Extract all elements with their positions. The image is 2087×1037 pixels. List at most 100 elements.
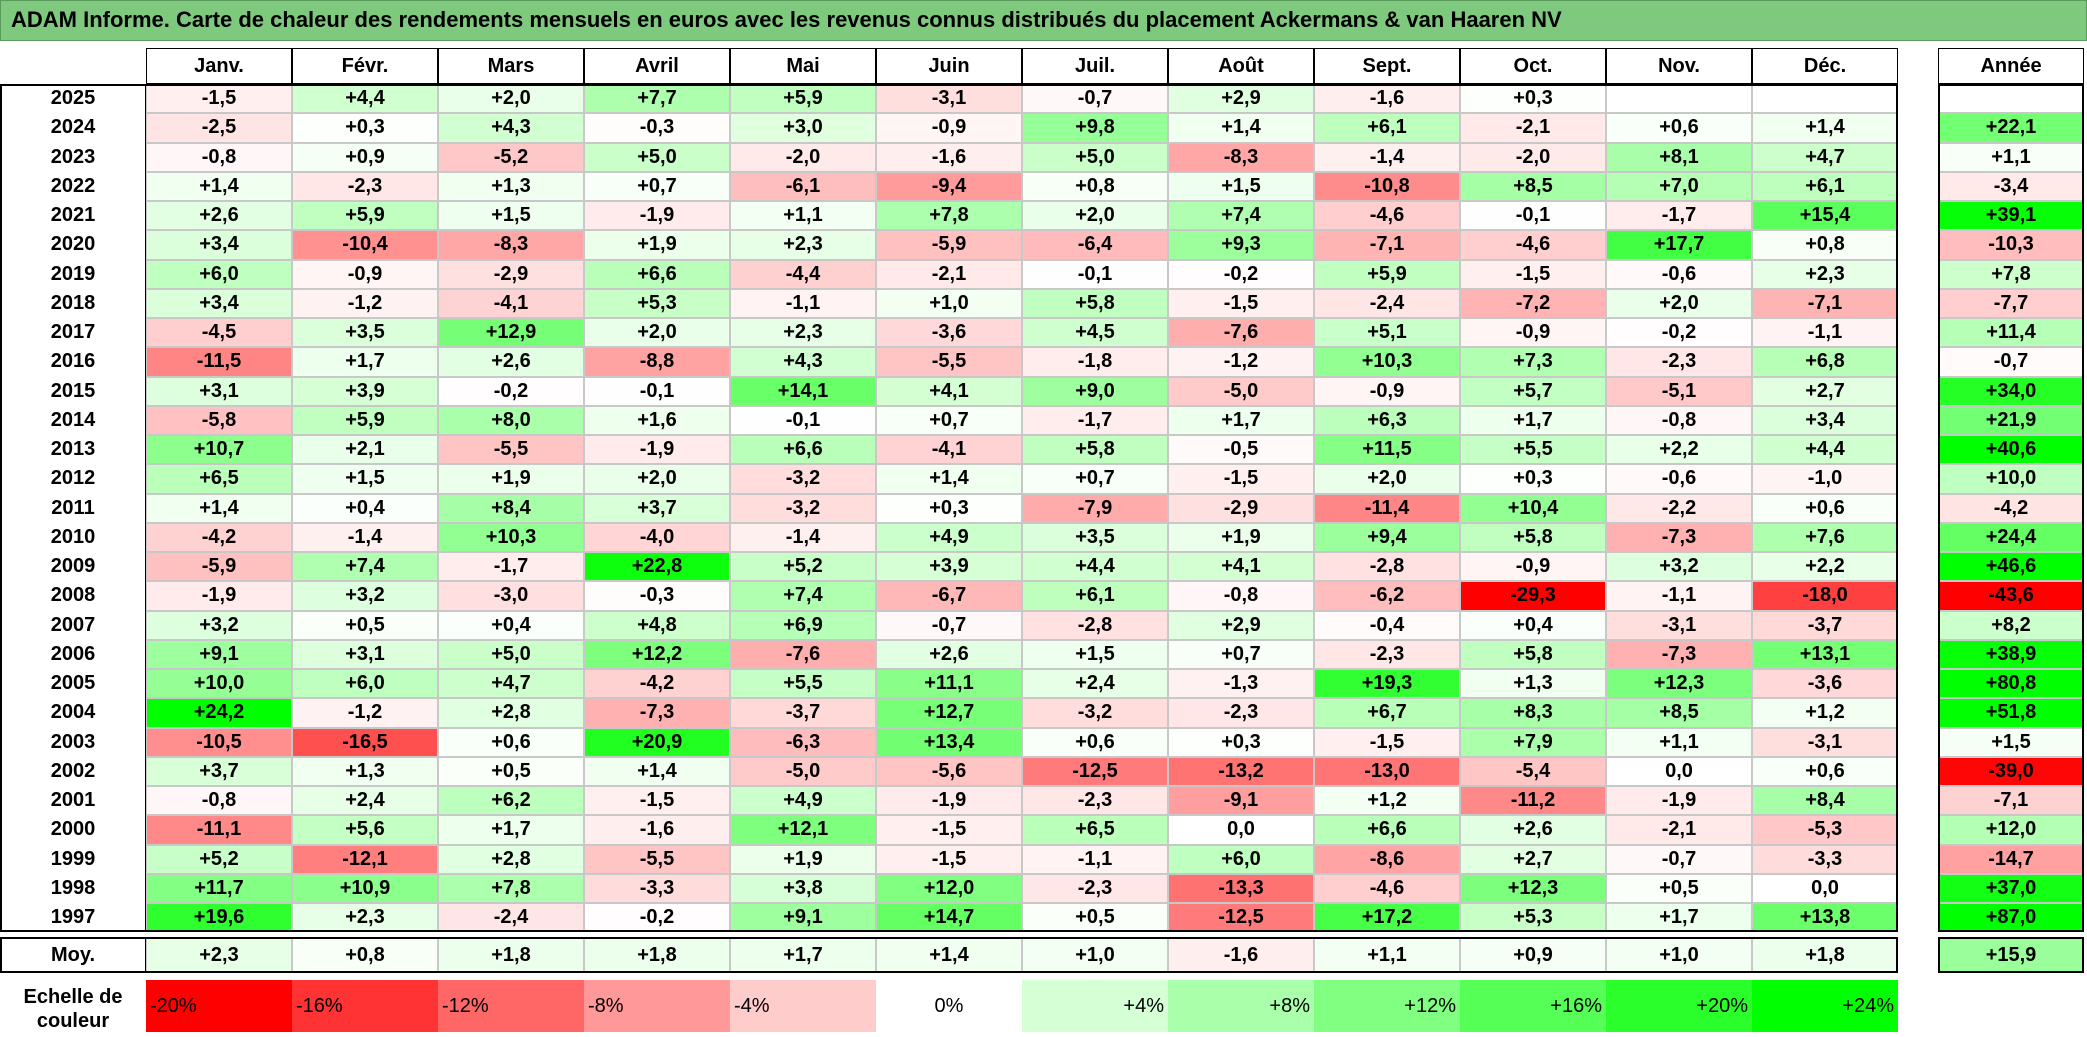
- heatmap-cell: +24,2: [146, 698, 292, 728]
- heatmap-cell: +5,8: [1022, 288, 1168, 318]
- heatmap-cell: +1,5: [292, 464, 438, 494]
- heatmap-cell: -5,1: [1606, 376, 1752, 406]
- heatmap-cell: +7,8: [876, 201, 1022, 231]
- heatmap-cell: -2,4: [438, 903, 584, 933]
- heatmap-cell: +6,3: [1314, 405, 1460, 435]
- heatmap-cell: +7,4: [292, 552, 438, 582]
- heatmap-cell: -2,9: [1168, 493, 1314, 523]
- color-scale-swatch: -12%: [438, 980, 584, 1032]
- month-header: Avril: [584, 48, 730, 84]
- heatmap-cell: +3,2: [292, 581, 438, 611]
- heatmap-cell: +5,0: [438, 639, 584, 669]
- heatmap-cell: +1,7: [292, 347, 438, 377]
- year-label: 2016: [0, 347, 146, 377]
- heatmap-cell: -1,0: [1752, 464, 1898, 494]
- heatmap-cell: +7,0: [1606, 171, 1752, 201]
- annual-cell: +22,1: [1938, 113, 2084, 143]
- heatmap-cell: -1,1: [1022, 844, 1168, 874]
- heatmap-cell: -12,1: [292, 844, 438, 874]
- annual-cell: +10,0: [1938, 464, 2084, 494]
- annual-cell: +80,8: [1938, 669, 2084, 699]
- heatmap-cell: -4,6: [1314, 201, 1460, 231]
- heatmap-cell: -2,3: [292, 171, 438, 201]
- heatmap-cell: +8,1: [1606, 142, 1752, 172]
- heatmap-cell: +4,9: [730, 786, 876, 816]
- heatmap-cell: -1,7: [1606, 201, 1752, 231]
- heatmap-cell: -1,4: [1314, 142, 1460, 172]
- annual-cell: +24,4: [1938, 522, 2084, 552]
- heatmap-cell: -0,9: [292, 259, 438, 289]
- heatmap-cell: +7,8: [438, 873, 584, 903]
- heatmap-cell: +1,9: [438, 464, 584, 494]
- heatmap-cell: +15,4: [1752, 201, 1898, 231]
- color-scale-label-text: Echelle de couleur: [23, 985, 123, 1032]
- annual-cell: +39,1: [1938, 201, 2084, 231]
- heatmap-cell: -3,7: [1752, 610, 1898, 640]
- annual-cell: +7,8: [1938, 259, 2084, 289]
- heatmap-cell: +1,0: [876, 288, 1022, 318]
- heatmap-cell: +10,3: [1314, 347, 1460, 377]
- heatmap-cell: +14,7: [876, 903, 1022, 933]
- heatmap-cell: -12,5: [1022, 756, 1168, 786]
- heatmap-cell: +9,1: [146, 639, 292, 669]
- heatmap-cell: -1,1: [1752, 318, 1898, 348]
- color-scale-label: Echelle de couleur: [0, 980, 146, 1037]
- heatmap-cell: -29,3: [1460, 581, 1606, 611]
- year-label: 2009: [0, 552, 146, 582]
- heatmap-cell: +5,3: [1460, 903, 1606, 933]
- heatmap-cell: +10,0: [146, 669, 292, 699]
- heatmap-cell: +2,6: [876, 639, 1022, 669]
- heatmap-cell: -1,5: [1460, 259, 1606, 289]
- heatmap-cell: -18,0: [1752, 581, 1898, 611]
- average-cell: +1,8: [438, 937, 584, 974]
- color-scale-swatch: +16%: [1460, 980, 1606, 1032]
- heatmap-cell: +2,9: [1168, 84, 1314, 114]
- heatmap-cell: +2,6: [1460, 815, 1606, 845]
- heatmap-cell: +7,6: [1752, 522, 1898, 552]
- heatmap-cell: -8,8: [584, 347, 730, 377]
- heatmap-cell: -9,4: [876, 171, 1022, 201]
- month-header: Juin: [876, 48, 1022, 84]
- heatmap-cell: +6,2: [438, 786, 584, 816]
- heatmap-cell: +4,4: [1022, 552, 1168, 582]
- heatmap-cell: -0,2: [1606, 318, 1752, 348]
- heatmap-cell: -9,1: [1168, 786, 1314, 816]
- heatmap-cell: +8,4: [1752, 786, 1898, 816]
- heatmap-cell: +2,9: [1168, 610, 1314, 640]
- heatmap-cell: -6,2: [1314, 581, 1460, 611]
- annual-cell: +40,6: [1938, 435, 2084, 465]
- year-label: 2000: [0, 815, 146, 845]
- heatmap-cell: +1,5: [1168, 171, 1314, 201]
- heatmap-cell: +12,9: [438, 318, 584, 348]
- heatmap-cell: +0,7: [876, 405, 1022, 435]
- heatmap-cell: -3,2: [730, 464, 876, 494]
- heatmap-cell: +4,7: [1752, 142, 1898, 172]
- heatmap-cell: -5,2: [438, 142, 584, 172]
- heatmap-cell: +1,3: [292, 756, 438, 786]
- heatmap-cell: +5,7: [1460, 376, 1606, 406]
- heatmap-cell: +12,2: [584, 639, 730, 669]
- heatmap-cell: +0,5: [1022, 903, 1168, 933]
- annual-cell: -7,1: [1938, 786, 2084, 816]
- heatmap-cell: -7,6: [730, 639, 876, 669]
- heatmap-cell: +3,1: [292, 639, 438, 669]
- heatmap-cell: -3,1: [1606, 610, 1752, 640]
- color-scale-swatch: +20%: [1606, 980, 1752, 1032]
- heatmap-cell: -0,2: [1168, 259, 1314, 289]
- year-label: 2007: [0, 610, 146, 640]
- heatmap-cell: +9,1: [730, 903, 876, 933]
- title-bar: ADAM Informe. Carte de chaleur des rende…: [0, 0, 2087, 41]
- heatmap-cell: +1,7: [1168, 405, 1314, 435]
- heatmap-cell: +4,1: [876, 376, 1022, 406]
- heatmap-cell: -4,4: [730, 259, 876, 289]
- heatmap-cell: -3,1: [876, 84, 1022, 114]
- heatmap-cell: +1,2: [1314, 786, 1460, 816]
- heatmap-cell: +7,9: [1460, 727, 1606, 757]
- heatmap-cell: +12,0: [876, 873, 1022, 903]
- heatmap-cell: +6,0: [146, 259, 292, 289]
- average-cell: +0,9: [1460, 937, 1606, 974]
- year-label: 2006: [0, 639, 146, 669]
- heatmap-cell: +6,6: [584, 259, 730, 289]
- color-scale-swatch: -16%: [292, 980, 438, 1032]
- heatmap-cell: +10,4: [1460, 493, 1606, 523]
